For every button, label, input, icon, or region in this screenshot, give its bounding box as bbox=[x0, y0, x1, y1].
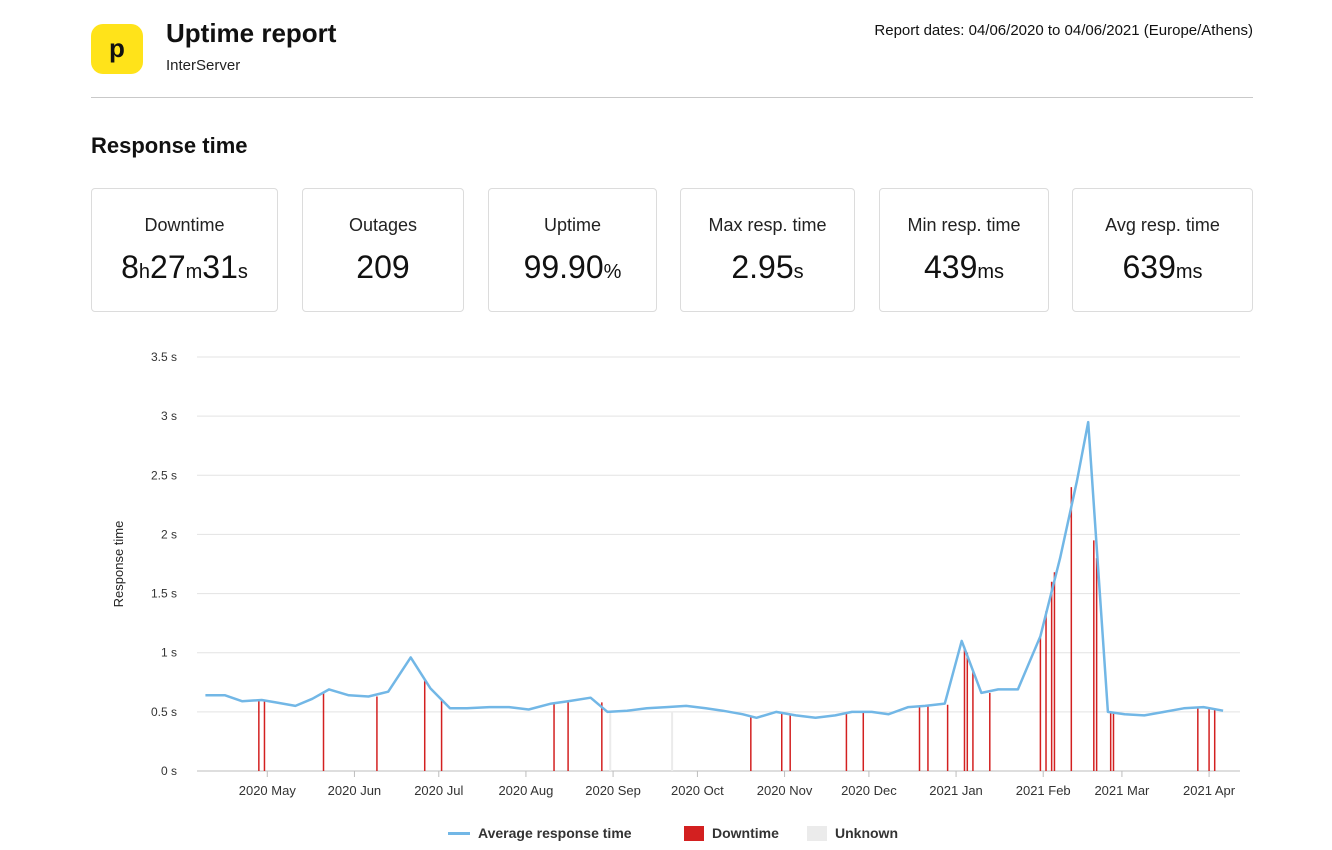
stat-card-min-resp: Min resp. time 439ms bbox=[879, 188, 1049, 312]
stat-label: Max resp. time bbox=[708, 215, 827, 235]
stat-card-outages: Outages 209 bbox=[302, 188, 464, 312]
stat-card-max-resp: Max resp. time 2.95s bbox=[680, 188, 855, 312]
stat-label: Downtime bbox=[144, 215, 225, 235]
legend-item-unknown[interactable]: Unknown bbox=[807, 825, 898, 841]
x-tick-label: 2020 Jun bbox=[328, 783, 382, 798]
x-tick-label: 2020 Aug bbox=[498, 783, 553, 798]
y-tick-label: 3.5 s bbox=[151, 350, 177, 364]
line-swatch-icon bbox=[448, 831, 470, 835]
report-title: Uptime report bbox=[166, 18, 337, 48]
p-logo-icon: p bbox=[109, 33, 125, 63]
x-tick-label: 2020 Nov bbox=[757, 783, 813, 798]
response-time-chart: 0 s 0.5 s 1 s 1.5 s 2 s 2.5 s 3 s 3.5 s Response… bbox=[111, 350, 1240, 798]
stat-value: 99.90% bbox=[523, 249, 622, 285]
stat-label: Outages bbox=[348, 215, 418, 235]
x-tick-label: 2021 Jan bbox=[929, 783, 983, 798]
y-tick-label: 0.5 s bbox=[151, 705, 177, 719]
y-tick-label: 0 s bbox=[161, 764, 177, 778]
legend-label: Downtime bbox=[712, 825, 779, 841]
stat-value: 2.95s bbox=[731, 249, 804, 285]
stat-card-avg-resp: Avg resp. time 639ms bbox=[1072, 188, 1253, 312]
legend-item-downtime[interactable]: Downtime bbox=[684, 825, 779, 841]
x-tick-label: 2021 Apr bbox=[1183, 783, 1236, 798]
x-tick-label: 2020 Dec bbox=[841, 783, 897, 798]
legend-item-response[interactable]: Average response time bbox=[448, 825, 632, 841]
header-divider bbox=[91, 97, 1253, 98]
svg-text:p: p bbox=[109, 33, 125, 63]
x-tick-label: 2020 Sep bbox=[585, 783, 641, 798]
section-title: Response time bbox=[91, 133, 248, 158]
stat-card-downtime: Downtime 8h27m31s bbox=[91, 188, 278, 312]
y-tick-label: 1.5 s bbox=[151, 587, 177, 601]
stat-label: Avg resp. time bbox=[1105, 215, 1220, 235]
x-tick-label: 2020 Oct bbox=[671, 783, 724, 798]
stat-value: 639ms bbox=[1122, 249, 1203, 285]
stat-label: Min resp. time bbox=[907, 215, 1021, 235]
downtime-swatch-icon bbox=[684, 825, 704, 841]
stat-label: Uptime bbox=[543, 215, 601, 235]
unknown-swatch-icon bbox=[807, 825, 827, 841]
report-dates: Report dates: 04/06/2020 to 04/06/2021 (… bbox=[874, 22, 1253, 39]
stat-value: 8h27m31s bbox=[121, 249, 248, 285]
y-axis-title: Response time bbox=[111, 521, 126, 608]
x-tick-label: 2021 Feb bbox=[1016, 783, 1071, 798]
stat-value: 209 bbox=[356, 249, 410, 285]
y-tick-label: 2.5 s bbox=[151, 468, 177, 482]
y-tick-label: 2 s bbox=[161, 527, 177, 541]
x-tick-label: 2021 Mar bbox=[1094, 783, 1150, 798]
x-tick-label: 2020 May bbox=[239, 783, 297, 798]
legend-label: Average response time bbox=[478, 825, 632, 841]
report-subtitle: InterServer bbox=[166, 57, 241, 74]
stat-card-uptime: Uptime 99.90% bbox=[488, 188, 657, 312]
stat-value: 439ms bbox=[923, 249, 1005, 285]
y-tick-label: 3 s bbox=[161, 409, 177, 423]
legend-label: Unknown bbox=[835, 825, 898, 841]
x-tick-label: 2020 Jul bbox=[414, 783, 463, 798]
response-time-line bbox=[205, 420, 1224, 720]
app-logo: p bbox=[91, 24, 143, 74]
y-tick-label: 1 s bbox=[161, 646, 177, 660]
